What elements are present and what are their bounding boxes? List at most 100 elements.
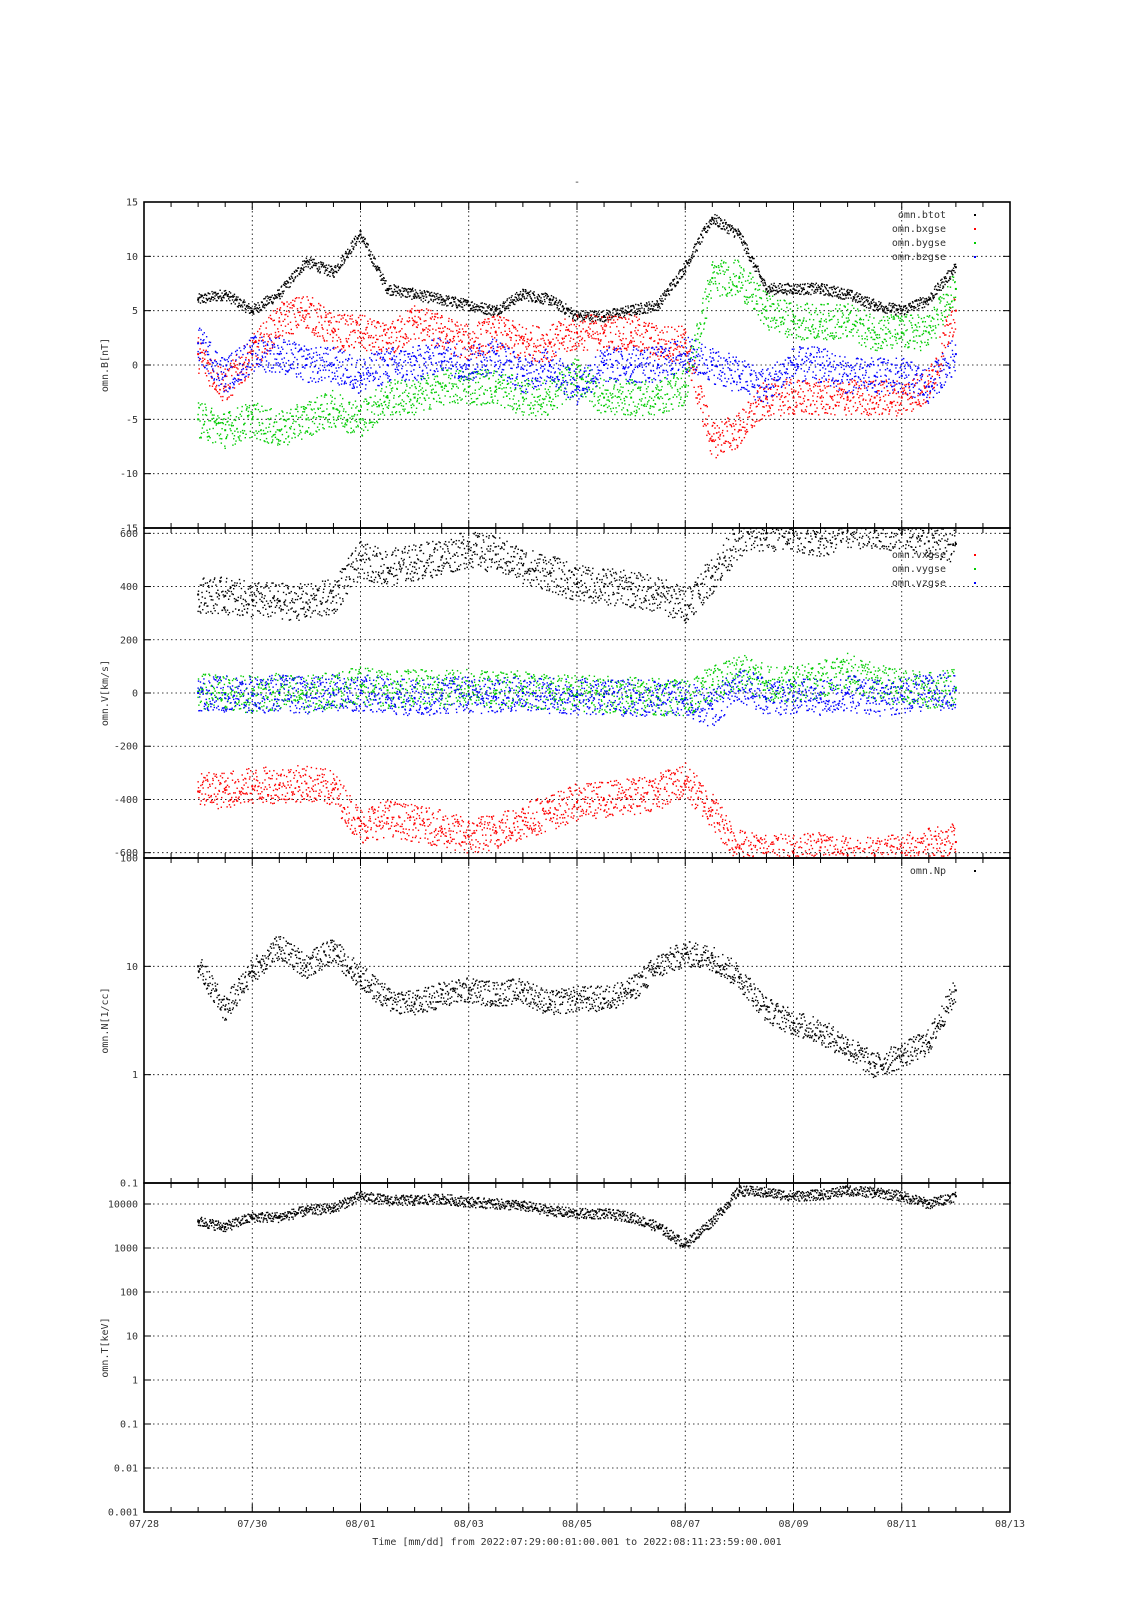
data-point	[215, 422, 218, 425]
data-point	[668, 357, 670, 359]
data-point	[954, 309, 957, 312]
data-point	[553, 353, 555, 355]
data-point	[287, 282, 289, 284]
data-point	[227, 295, 229, 297]
data-point	[502, 301, 505, 303]
data-point	[525, 328, 528, 330]
data-point	[561, 305, 564, 307]
data-point	[364, 426, 367, 428]
data-point	[913, 307, 915, 309]
data-point	[738, 233, 741, 236]
data-point	[430, 291, 433, 294]
data-point	[364, 398, 366, 400]
data-point	[708, 226, 710, 228]
data-point	[910, 395, 913, 398]
data-point	[470, 346, 472, 348]
data-point	[308, 400, 311, 403]
data-point	[548, 342, 550, 344]
data-point	[317, 408, 320, 411]
data-point	[579, 312, 582, 314]
data-point	[815, 282, 818, 284]
data-point	[390, 336, 393, 338]
data-point	[798, 293, 801, 295]
data-point	[822, 406, 825, 408]
data-point	[478, 394, 481, 396]
data-point	[777, 385, 780, 388]
data-point	[894, 404, 897, 407]
data-point	[806, 292, 808, 294]
data-point	[942, 286, 945, 288]
data-point	[232, 444, 234, 446]
data-point	[836, 296, 838, 298]
data-point	[736, 446, 739, 449]
data-point	[237, 296, 239, 298]
data-point	[521, 299, 523, 301]
data-point	[281, 301, 283, 303]
data-point	[292, 422, 294, 425]
data-point	[258, 304, 260, 306]
data-point	[754, 264, 757, 266]
data-point	[470, 397, 473, 400]
data-point	[478, 321, 480, 323]
data-point	[865, 299, 867, 302]
data-point	[935, 293, 937, 295]
data-point	[723, 450, 725, 453]
data-point	[563, 348, 566, 350]
data-point	[423, 320, 425, 322]
data-point	[740, 238, 743, 240]
data-point	[313, 422, 316, 425]
data-point	[456, 332, 459, 335]
data-point	[377, 321, 379, 323]
series-omn.bygse	[197, 259, 957, 450]
data-point	[780, 396, 782, 398]
data-point	[564, 335, 567, 338]
data-point	[405, 402, 407, 405]
data-point	[922, 303, 925, 305]
data-point	[916, 309, 918, 311]
data-point	[834, 295, 836, 297]
data-point	[250, 307, 252, 309]
data-point	[904, 384, 906, 386]
data-point	[556, 307, 558, 309]
data-point	[292, 432, 295, 434]
data-point	[476, 310, 479, 312]
data-point	[448, 317, 450, 320]
data-point	[670, 346, 672, 349]
data-point	[768, 285, 771, 287]
data-point	[750, 259, 752, 262]
data-point	[493, 305, 495, 308]
data-point	[510, 299, 512, 301]
data-point	[441, 301, 444, 304]
data-point	[387, 407, 390, 409]
data-point	[382, 412, 384, 414]
data-point	[538, 399, 541, 401]
data-point	[725, 227, 728, 230]
data-point	[512, 408, 514, 411]
data-point	[477, 337, 479, 339]
data-point	[225, 292, 228, 294]
data-point	[198, 437, 201, 439]
data-point	[779, 283, 782, 285]
data-point	[277, 328, 279, 330]
data-point	[576, 315, 578, 317]
data-point	[521, 381, 523, 384]
data-point	[856, 409, 858, 411]
data-point	[497, 308, 499, 310]
data-point	[446, 333, 448, 335]
data-point	[891, 303, 893, 305]
data-point	[482, 312, 485, 314]
data-point	[787, 400, 789, 402]
data-point	[231, 394, 234, 396]
data-point	[905, 383, 908, 386]
data-point	[201, 295, 203, 297]
data-point	[359, 314, 361, 317]
data-point	[736, 233, 739, 235]
data-point	[347, 253, 350, 255]
data-point	[668, 350, 671, 352]
data-point	[646, 330, 649, 332]
y-tick-label: 15	[126, 198, 138, 209]
y-tick-label: 0	[132, 361, 138, 372]
data-point	[343, 258, 345, 260]
data-point	[865, 381, 868, 384]
data-point	[331, 400, 333, 402]
